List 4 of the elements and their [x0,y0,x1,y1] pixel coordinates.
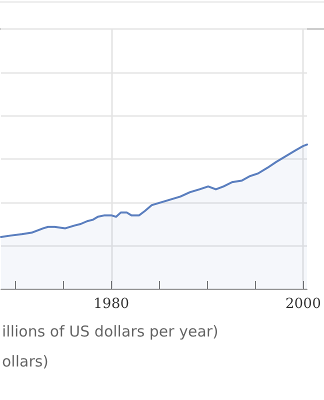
x-tick-label: 2000 [285,296,321,312]
text: illions of US dollars per year) [2,322,218,340]
x-tick-label: 1980 [93,296,130,312]
text: ollars) [2,352,49,370]
